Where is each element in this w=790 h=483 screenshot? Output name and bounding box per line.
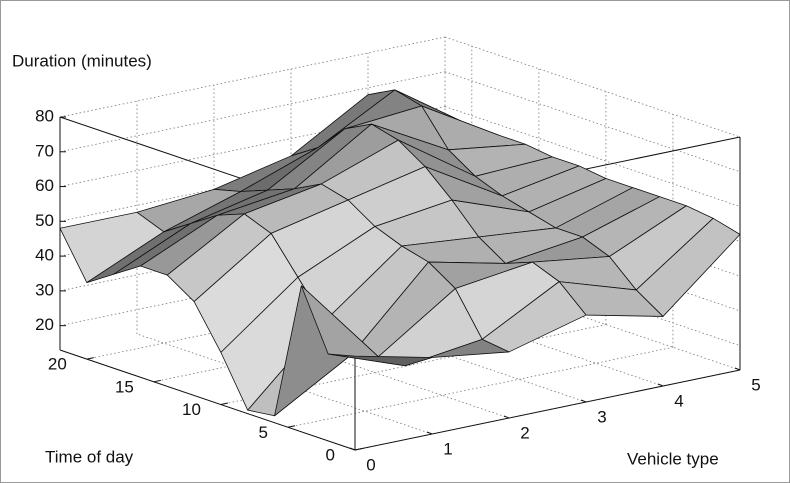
z-tick-label: 30 — [35, 280, 54, 299]
grid-line — [287, 346, 674, 428]
y-tick — [86, 357, 94, 360]
y-tick — [220, 402, 229, 406]
y-tick-label: 20 — [48, 355, 67, 374]
x-tick-label: 5 — [751, 375, 760, 394]
y-tick-label: 15 — [115, 377, 134, 396]
surface-facet — [327, 353, 433, 367]
y-tick-label: 5 — [258, 423, 267, 442]
grid-line — [59, 71, 446, 153]
y-tick — [153, 379, 161, 383]
x-tick-label: 0 — [366, 455, 375, 474]
y-tick — [287, 425, 296, 428]
x-tick — [349, 447, 356, 451]
y-tick-label: 0 — [326, 445, 335, 464]
z-tick-label: 80 — [35, 106, 54, 125]
y-axis-label: Time of day — [45, 447, 134, 466]
axis-box-edge — [59, 349, 356, 451]
axis-box-edge — [354, 369, 741, 451]
y-tick-label: 10 — [182, 400, 201, 419]
x-tick — [426, 431, 433, 435]
grid-line — [220, 324, 606, 405]
x-axis-label: Vehicle type — [627, 449, 719, 468]
z-tick-label: 40 — [35, 246, 54, 265]
grid-line — [59, 36, 446, 118]
x-tick — [657, 383, 664, 387]
x-tick-label: 1 — [443, 439, 452, 458]
z-tick-label: 20 — [35, 315, 54, 334]
z-tick-label: 60 — [35, 176, 54, 195]
z-tick-label: 70 — [35, 141, 54, 160]
x-tick-label: 4 — [674, 391, 683, 410]
z-tick-label: 50 — [35, 211, 54, 230]
y-tick — [354, 448, 363, 451]
z-axis-label: Duration (minutes) — [12, 51, 152, 70]
grid-line — [59, 106, 446, 187]
x-tick — [734, 367, 741, 371]
x-tick-label: 2 — [520, 423, 529, 442]
x-tick — [580, 399, 587, 403]
x-tick — [503, 415, 510, 419]
x-tick-label: 3 — [597, 407, 606, 426]
